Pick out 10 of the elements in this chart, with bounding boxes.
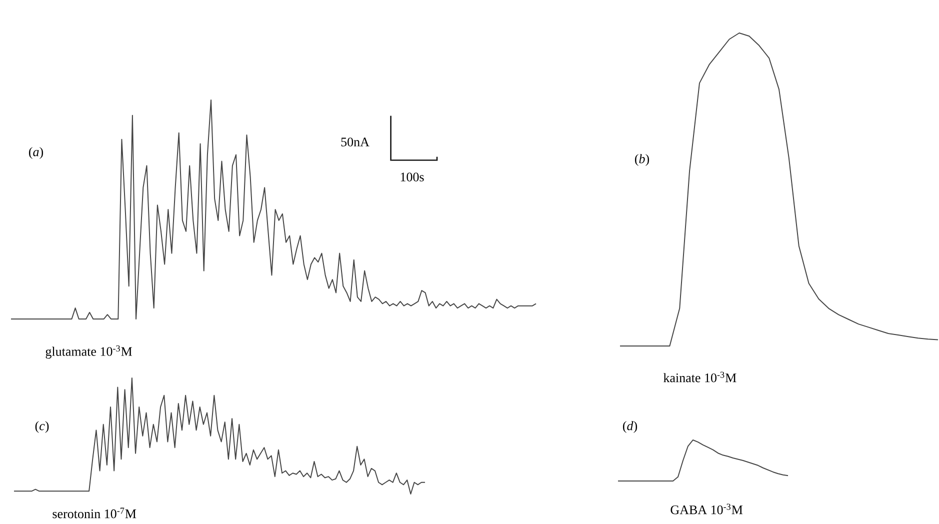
text: kainate 10$^{-3}$M [663,372,736,382]
annotation: 100s [400,172,424,182]
text: serotonin 10$^{-7}$M [52,508,136,518]
text: glutamate 10$^{-3}$M [46,345,132,359]
annotation: 50nA [341,138,370,146]
text: (b) [634,154,650,166]
text: (c) [35,421,49,433]
text: GABA 10$^{-3}$M [670,504,743,514]
chart-title: (d) [622,421,638,433]
text: (a) [29,147,44,159]
